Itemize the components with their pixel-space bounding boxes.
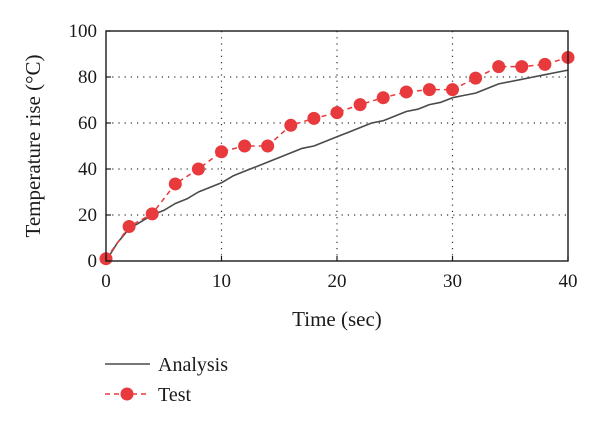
data-point-test (469, 71, 483, 85)
y-tick-label: 40 (78, 159, 97, 180)
legend-test-marker (120, 387, 134, 401)
y-tick-labels: 0 20 40 60 80 100 (69, 21, 98, 272)
y-tick-label: 80 (78, 67, 97, 88)
y-axis-title: Temperature rise (°C) (21, 54, 45, 237)
data-point-test (215, 145, 228, 159)
data-point-test (191, 162, 205, 176)
data-point-test (122, 220, 136, 233)
data-point-test (145, 207, 159, 221)
data-point-test (284, 118, 298, 132)
series-line-analysis (105, 69, 569, 262)
data-point-test (330, 106, 344, 120)
data-point-test (492, 60, 506, 74)
y-tick-label: 0 (88, 251, 98, 272)
x-tick-label: 0 (101, 271, 111, 292)
data-point-test (399, 85, 413, 99)
data-point-test (515, 60, 529, 74)
data-point-test (446, 83, 459, 97)
data-point-test (238, 139, 252, 153)
data-point-test (422, 83, 436, 97)
y-tick-label: 60 (78, 113, 97, 134)
data-point-test (353, 98, 367, 112)
axis-ticks (105, 30, 569, 262)
plot-area (99, 50, 575, 266)
data-point-test (538, 57, 552, 71)
data-point-test (307, 111, 321, 125)
y-tick-label: 20 (78, 205, 97, 226)
x-tick-labels: 0 10 20 30 40 (101, 271, 577, 292)
x-tick-label: 40 (559, 271, 578, 292)
x-tick-label: 10 (212, 271, 231, 292)
y-tick-label: 100 (69, 21, 98, 42)
x-tick-label: 20 (328, 271, 347, 292)
legend: Analysis Test (105, 354, 228, 406)
data-point-test (376, 91, 390, 105)
legend-test-label: Test (158, 384, 191, 406)
data-point-test (261, 139, 275, 153)
x-axis-title: Time (sec) (292, 307, 382, 331)
series-line-test (105, 56, 569, 260)
x-tick-label: 30 (443, 271, 462, 292)
legend-analysis-label: Analysis (158, 354, 228, 376)
data-point-test (168, 177, 182, 191)
grid-lines (106, 31, 568, 261)
